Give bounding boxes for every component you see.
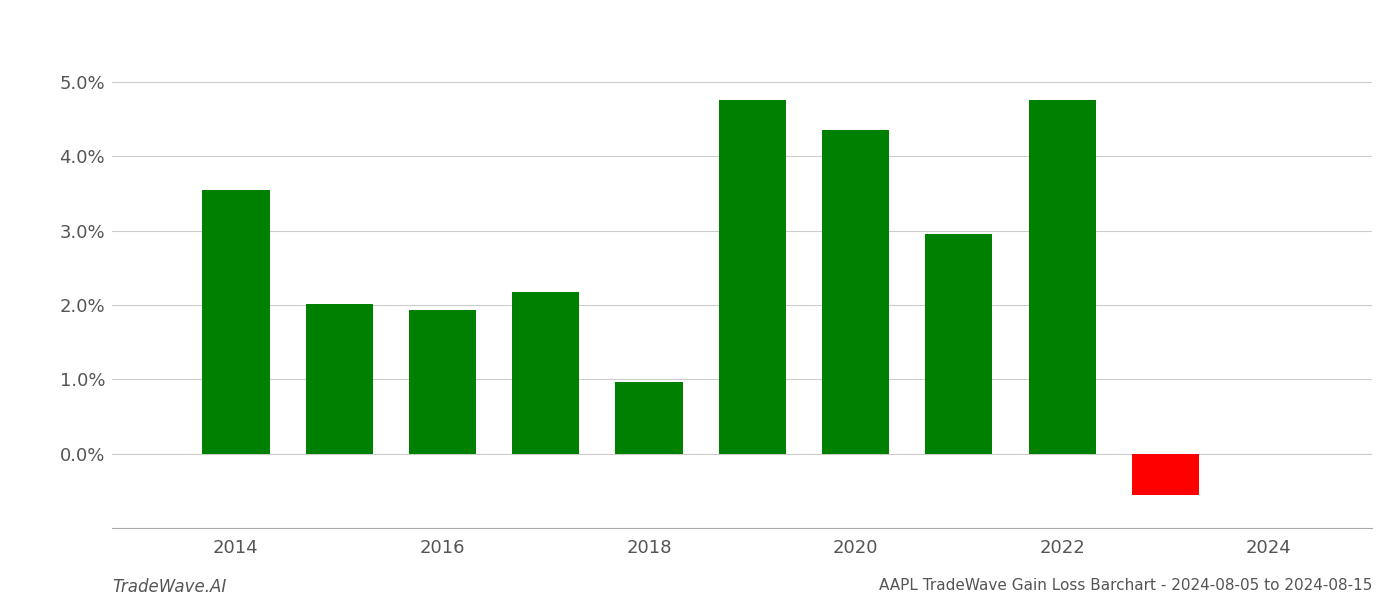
Bar (512, 292, 580, 454)
Bar (305, 304, 372, 454)
Text: TradeWave.AI: TradeWave.AI (112, 578, 227, 596)
Bar (616, 382, 683, 454)
Bar (1029, 100, 1096, 454)
Bar (409, 310, 476, 454)
Bar (925, 235, 993, 454)
Bar (203, 190, 270, 454)
Bar (822, 130, 889, 454)
Bar (1131, 454, 1198, 494)
Text: AAPL TradeWave Gain Loss Barchart - 2024-08-05 to 2024-08-15: AAPL TradeWave Gain Loss Barchart - 2024… (879, 578, 1372, 593)
Bar (718, 100, 785, 454)
